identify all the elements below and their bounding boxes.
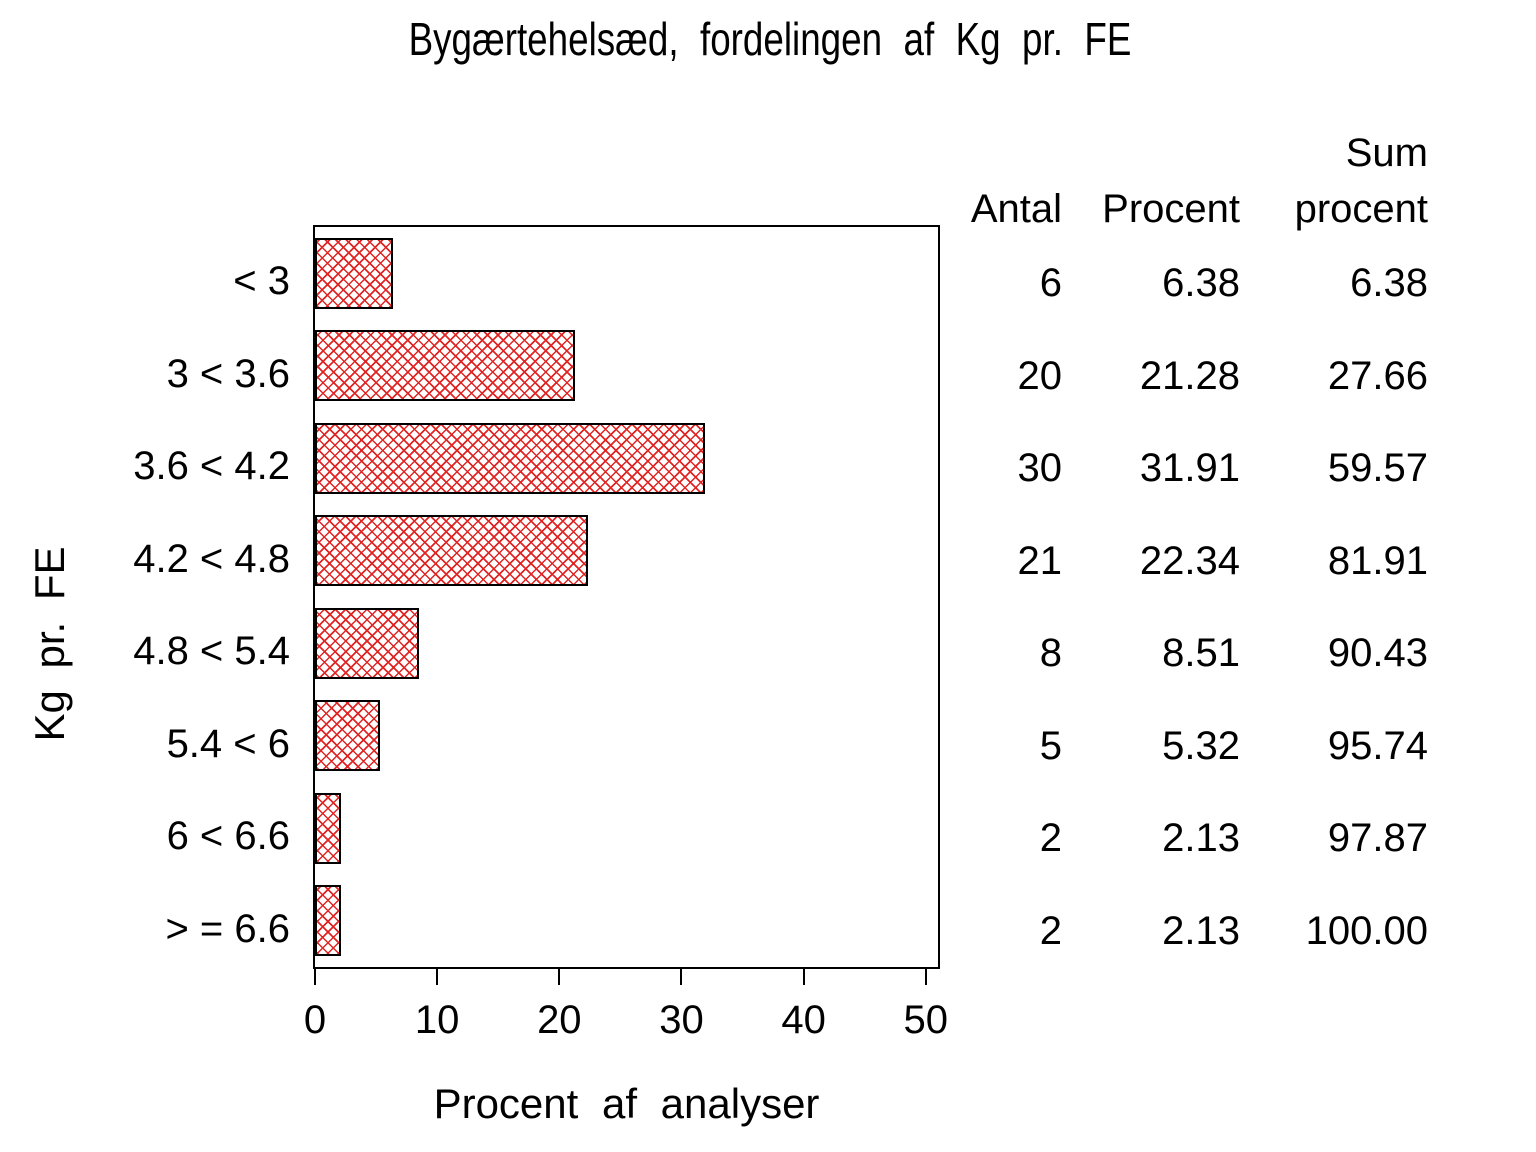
bar-6 < 6.6 [315,792,342,864]
bar-4.2 < 4.8 [315,515,588,586]
plot-area [313,225,940,969]
x-tick-label: 10 [414,998,460,1042]
table-cell-antal: 5 [1039,723,1062,768]
table-cell-procent: 2.13 [1162,816,1240,861]
table-cell-procent: 6.38 [1162,261,1240,306]
table-cell-procent: 21.28 [1139,353,1240,398]
table-header-procent: Procent [1102,187,1240,231]
category-label: > = 6.6 [165,906,290,951]
table-cell-antal: 20 [1017,353,1063,398]
bar-3.6 < 4.2 [315,422,705,494]
bar-4.8 < 5.4 [315,607,419,679]
table-cell-antal: 2 [1039,908,1062,953]
category-label: < 3 [233,259,290,304]
x-tick [924,969,927,985]
table-cell-sum-procent: 95.74 [1327,723,1428,768]
x-tick [802,969,805,985]
table-cell-sum-procent: 81.91 [1327,538,1428,583]
category-label: 6 < 6.6 [166,814,290,859]
table-cell-sum-procent: 90.43 [1327,631,1428,676]
bar-3 < 3.6 [315,330,575,401]
table-cell-antal: 6 [1039,261,1062,306]
category-label: 3 < 3.6 [166,351,290,396]
x-tick-label: 30 [659,998,704,1042]
category-label: 4.8 < 5.4 [133,629,290,674]
table-cell-procent: 8.51 [1162,631,1240,676]
table-cell-sum-procent: 97.87 [1327,816,1428,861]
x-tick [314,969,316,985]
x-tick-label: 50 [903,998,949,1042]
table-header-sum-line2: procent [1294,187,1428,231]
table-header-sum-procent: Sum procent [1108,125,1428,237]
table-cell-procent: 2.13 [1162,908,1240,953]
x-axis-label: Procent af analyser [433,1080,820,1127]
x-tick-label: 40 [781,998,826,1042]
x-tick [436,969,439,985]
table-cell-procent: 5.32 [1162,723,1240,768]
category-label: 4.2 < 4.8 [133,536,290,581]
table-cell-sum-procent: 27.66 [1327,353,1428,398]
category-label: 5.4 < 6 [166,721,290,766]
table-cell-procent: 31.91 [1139,446,1240,491]
table-cell-antal: 8 [1039,631,1062,676]
table-header-sum-line1: Sum [1345,131,1428,175]
table-cell-procent: 22.34 [1139,538,1240,583]
chart-title: Bygærtehelsæd, fordelingen af Kg pr. FE [408,13,1132,65]
table-cell-antal: 21 [1017,538,1063,583]
bar-5.4 < 6 [315,700,380,771]
table-cell-antal: 30 [1017,446,1063,491]
table-cell-sum-procent: 59.57 [1327,446,1428,491]
bar-< 3 [315,237,393,309]
x-tick-label: 20 [537,998,582,1042]
table-cell-antal: 2 [1039,816,1062,861]
table-cell-sum-procent: 100.00 [1305,908,1428,953]
table-header-antal: Antal [970,187,1062,231]
table-cell-sum-procent: 6.38 [1350,261,1428,306]
x-tick [680,969,683,985]
x-tick-label: 0 [303,998,327,1042]
category-label: 3.6 < 4.2 [133,444,290,489]
x-tick [558,969,561,985]
bar-> = 6.6 [315,885,342,956]
